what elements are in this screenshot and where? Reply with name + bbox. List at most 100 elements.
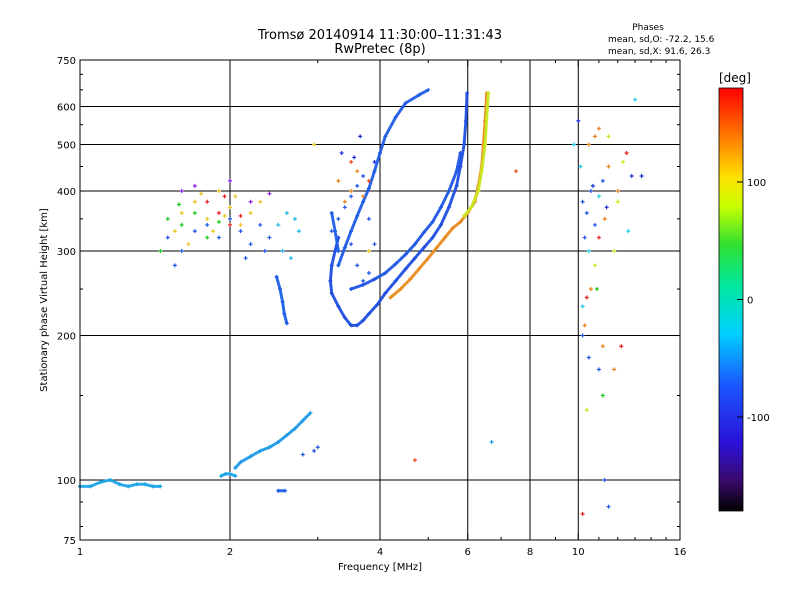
data-point [426,87,431,92]
data-point [462,142,467,147]
data-point [192,229,197,234]
data-point [366,270,371,275]
data-point [222,194,227,199]
data-point [450,226,455,231]
data-point [172,263,177,268]
trace-line [233,410,313,470]
x-tick-label: 6 [465,547,471,558]
data-point [339,151,344,156]
data-point [126,484,131,489]
data-point [355,169,360,174]
data-point [361,199,366,204]
data-point [372,277,377,282]
data-point [388,295,393,300]
trace-scatter [312,142,371,254]
data-point [604,205,609,210]
data-point [117,482,122,487]
data-point [329,229,334,234]
data-point [586,142,591,147]
trace-line [78,478,162,488]
data-point [248,199,253,204]
data-point [211,229,216,234]
data-point [228,178,232,183]
data-point [600,344,605,349]
data-point [142,482,147,487]
trace-line [336,88,430,267]
data-point [458,151,463,156]
data-point [292,216,297,221]
y-tick-label: 100 [57,476,76,487]
data-point [192,211,197,216]
data-point [192,199,197,204]
data-point [179,249,184,254]
data-point [223,471,228,476]
data-point [592,263,597,268]
data-point [469,205,474,210]
data-point [465,91,470,96]
y-tick-label: 750 [57,56,76,67]
data-point [588,287,593,292]
data-point [186,242,191,247]
data-point [596,235,601,240]
trace-scatter [165,216,272,268]
data-point [361,278,366,283]
data-point [158,484,163,489]
data-point [216,211,221,216]
x-tick-label: 1 [77,547,83,558]
data-point [483,142,488,147]
data-point [165,235,170,240]
data-point [329,291,334,296]
data-point [398,287,403,292]
data-point [342,205,347,210]
trace-scatter [158,202,221,254]
data-point [633,97,638,102]
data-point [248,454,253,459]
data-point [308,410,313,415]
data-point [606,164,611,169]
data-point [454,183,459,188]
trace-scatter [172,189,263,247]
colorbar: [deg] 100 0 -100 [718,71,770,512]
trace-scatter [205,194,243,227]
data-point [199,191,204,196]
data-point [375,302,380,307]
trace-scatter [179,178,272,204]
colorbar-label: [deg] [719,71,751,85]
colorbar-tick-label: -100 [747,413,770,424]
data-point [594,287,599,292]
data-point [612,249,617,254]
data-point [336,178,341,183]
data-point [486,91,491,96]
data-point [602,478,607,483]
trace-scatter [580,151,629,516]
data-point [222,213,227,218]
data-point [624,151,629,156]
data-point [205,222,210,227]
y-tick-label: 200 [57,332,76,343]
data-point [248,242,253,247]
data-point [430,235,435,240]
data-point [349,229,354,234]
data-point [358,134,363,139]
data-point [426,256,431,261]
data-point [243,256,248,261]
data-point [412,242,417,247]
data-point [366,216,371,221]
data-point [288,256,293,261]
data-point [462,213,467,218]
data-point [329,211,334,216]
data-point [582,323,587,328]
trace-scatter [339,134,377,164]
data-point [578,164,583,169]
data-point [580,304,585,309]
trace-line [233,411,312,470]
data-point [361,173,366,178]
data-point [267,235,272,240]
data-point [349,159,354,164]
stats-line-x: mean, sd,X: 91.6, 26.3 [608,47,710,57]
x-tick-label: 8 [527,547,533,558]
data-point [233,194,238,199]
x-tick-label: 16 [674,547,687,558]
data-point [417,92,422,97]
data-point [258,222,263,227]
